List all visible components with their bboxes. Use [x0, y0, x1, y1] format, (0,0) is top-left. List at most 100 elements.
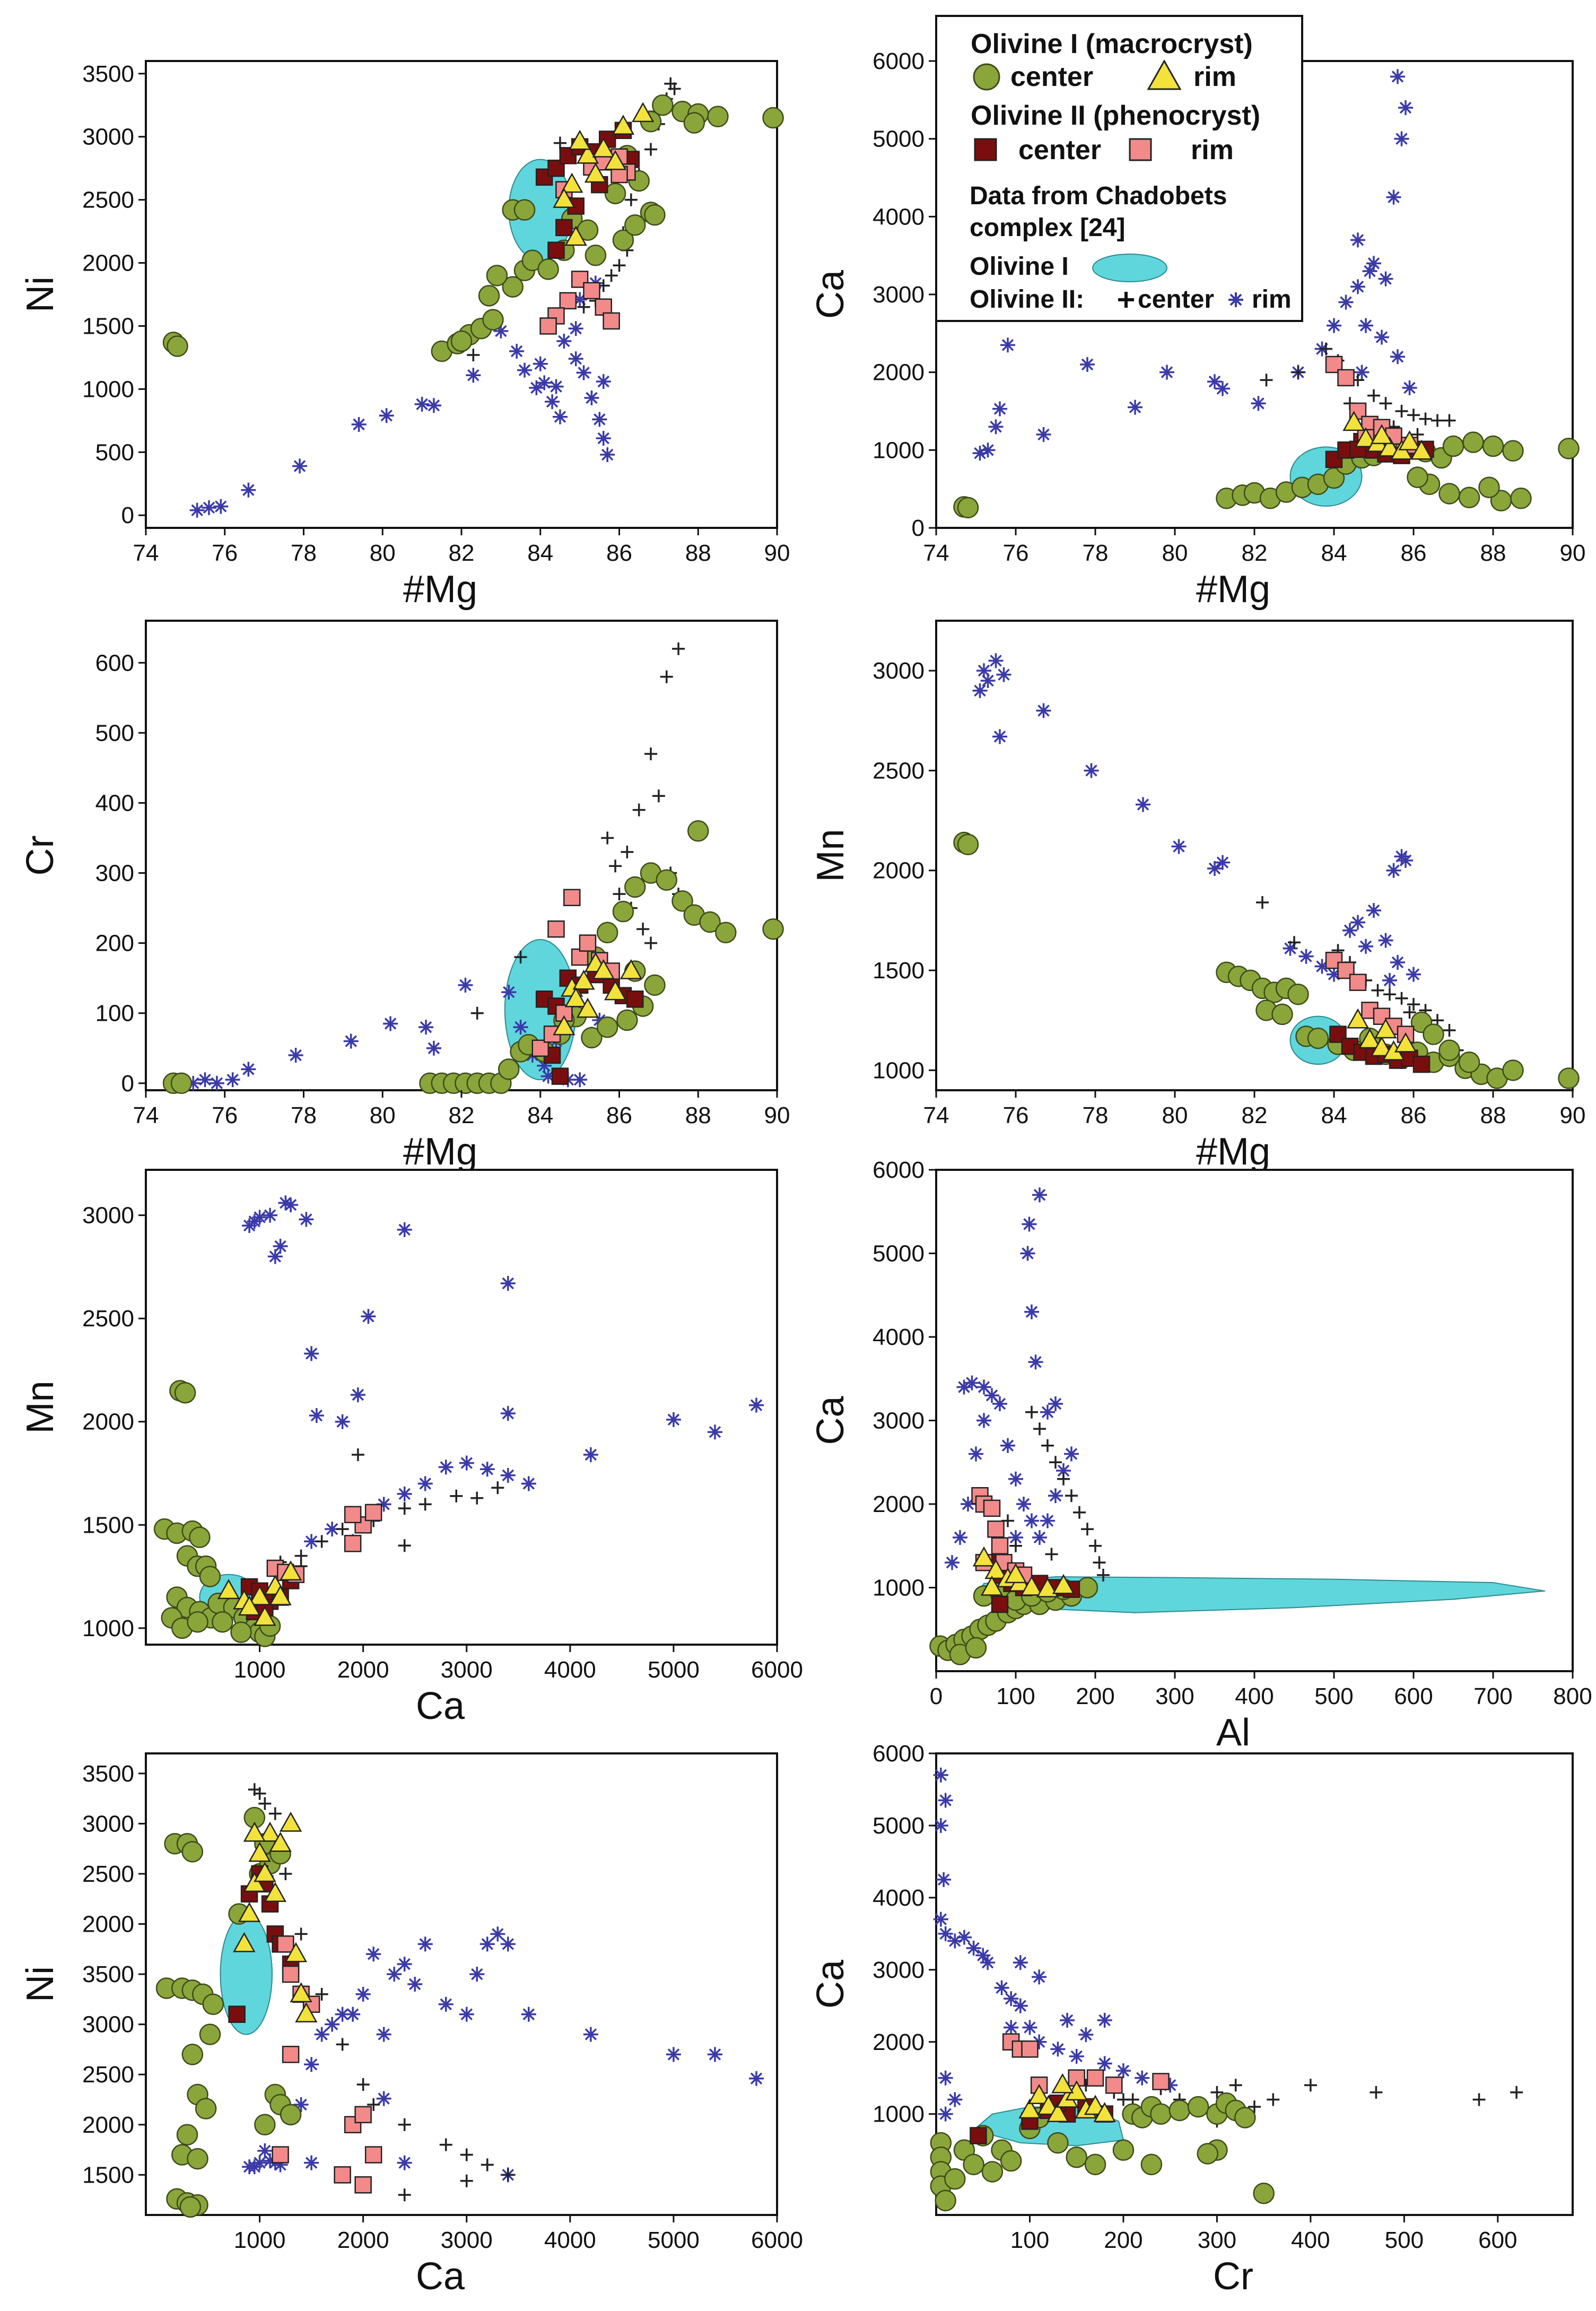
y-tick-label: 1000 [82, 376, 134, 402]
chadobets-rim-point [932, 1910, 949, 1928]
y-tick-label: 1000 [873, 1057, 925, 1083]
chadobets-center-point [1256, 896, 1269, 909]
chadobets-rim-point [979, 1954, 996, 1971]
olivine-i-center-point [644, 974, 666, 996]
y-tick-label: 2000 [82, 1912, 134, 1938]
x-tick-label: 74 [133, 540, 159, 566]
x-tick-label: 600 [1394, 1683, 1433, 1709]
chadobets-center-point [367, 2098, 380, 2111]
chadobets-rim-point [1405, 966, 1422, 983]
chadobets-rim-point [1349, 231, 1366, 249]
x-tick-label: 74 [923, 540, 949, 566]
x-tick-label: 6000 [751, 1657, 803, 1683]
chadobets-center-point [315, 1535, 328, 1548]
chadobets-center-point [613, 888, 626, 901]
x-axis-label: #Mg [403, 568, 477, 611]
olivine-i-center-point [624, 876, 646, 898]
chadobets-rim-point [508, 343, 525, 360]
x-tick-label: 300 [1198, 2227, 1236, 2253]
x-tick-label: 1000 [234, 2227, 286, 2253]
olivine-i-rim-point [248, 1585, 271, 1605]
chadobets-rim-point [1027, 1353, 1044, 1370]
chadobets-rim-point [365, 1945, 382, 1963]
chadobets-rim-point [1365, 902, 1382, 919]
chadobets-rim-point [1047, 1395, 1064, 1412]
olivine-i-rim-point [1394, 1032, 1417, 1053]
chadobets-center-point [398, 1539, 411, 1552]
y-tick-label: 1500 [82, 1512, 134, 1538]
chadobets-rim-point [500, 1405, 517, 1422]
chadobets-rim-point [532, 355, 549, 372]
x-tick-label: 88 [685, 1102, 711, 1128]
olivine-i-center-point [935, 2190, 956, 2212]
chadobets-rim-point [291, 457, 308, 475]
chadobets-rim-point [1381, 972, 1398, 989]
x-tick-label: 78 [1083, 540, 1109, 566]
olivine-i-center-point [1458, 1052, 1480, 1073]
y-axis-label: Ni [19, 1966, 62, 2002]
olivine-i-center-point [624, 214, 646, 236]
chadobets-rim-point [1007, 1471, 1024, 1488]
olivine-i-rim-point [564, 225, 587, 246]
chadobets-rim-point [396, 1485, 413, 1502]
y-tick-label: 600 [95, 650, 134, 676]
chadobets-center-point [644, 936, 657, 950]
legend-chadobets-center: center [1138, 285, 1214, 314]
chadobets-rim-point [1377, 932, 1394, 949]
x-tick-label: 90 [1560, 540, 1586, 566]
chadobets-rim-point [946, 2091, 964, 2108]
olivine-i-center-point [187, 1611, 208, 1633]
y-tick-label: 0 [121, 1071, 134, 1097]
y-tick-label: 3000 [873, 658, 925, 684]
chadobets-rim-point [944, 1554, 961, 1571]
olivine-i-rim-point [258, 1821, 282, 1842]
olivine-ii-rim-point [1349, 974, 1367, 991]
x-axis-label: #Mg [1196, 1131, 1270, 1173]
chadobets-rim-point [212, 498, 230, 515]
x-tick-label: 74 [133, 1102, 159, 1128]
chadobets-rim-point [1031, 1186, 1048, 1203]
x-tick-label: 80 [370, 540, 396, 566]
olivine-i-rim-point [1093, 2102, 1116, 2122]
y-tick-label: 1500 [82, 2162, 134, 2188]
chadobets-rim-point [1135, 796, 1152, 813]
chadobets-rim-point [987, 652, 1005, 670]
chadobets-rim-point [1397, 99, 1414, 116]
chadobets-rim-point [555, 333, 573, 350]
y-tick-label: 6000 [873, 48, 925, 74]
chadobets-rim-point [1365, 255, 1382, 272]
chadobets-rim-point [1214, 380, 1231, 397]
olivine-i-center-point [502, 276, 524, 298]
olivine-i-rim-point [269, 1831, 292, 1852]
chadobets-rim-point [1158, 363, 1175, 381]
chadobets-rim-point [512, 1019, 529, 1036]
x-tick-label: 1000 [234, 1657, 286, 1683]
legend-chadobets-olivine-i-marker [1092, 254, 1167, 282]
olivine-i-center-point [199, 2023, 221, 2045]
chadobets-center-point [1510, 2086, 1523, 2099]
olivine-i-center-point [189, 1526, 211, 1548]
x-tick-label: 4000 [544, 2227, 596, 2253]
chadobets-center-point [1089, 1539, 1102, 1552]
olivine-i-rim-point [1346, 1008, 1370, 1029]
x-tick-label: 3000 [441, 2227, 493, 2253]
chadobets-rim-point [350, 416, 368, 433]
olivine-ii-rim-point [603, 312, 620, 330]
chadobets-center-point [336, 2038, 349, 2051]
chadobets-center-point [1370, 2086, 1383, 2099]
y-tick-label: 2000 [873, 2029, 925, 2055]
chadobets-rim-point [413, 396, 431, 413]
chadobets-rim-point [975, 1412, 992, 1429]
olivine-i-center-point [944, 2168, 966, 2190]
x-tick-label: 86 [1401, 1102, 1427, 1128]
y-tick-label: 4000 [873, 204, 925, 230]
chadobets-rim-point [1083, 762, 1100, 779]
x-tick-label: 0 [930, 1683, 943, 1709]
olivine-i-rim-point [1084, 2095, 1107, 2115]
olivine-ii-center-point [991, 1595, 1009, 1613]
chadobets-center-point [644, 143, 657, 156]
x-tick-label: 90 [764, 1102, 790, 1128]
x-tick-label: 90 [764, 540, 790, 566]
x-tick-label: 78 [1083, 1102, 1109, 1128]
